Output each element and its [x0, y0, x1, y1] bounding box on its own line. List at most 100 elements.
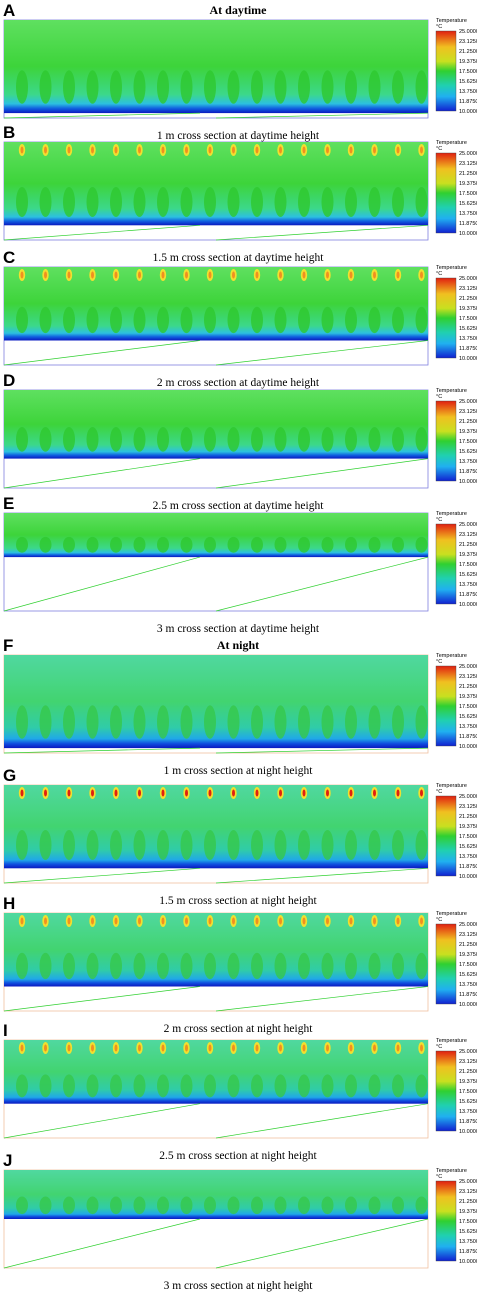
- panel-letter: A: [3, 1, 15, 20]
- diagonal: [3, 112, 201, 119]
- colorbar-tick: 17.5000: [459, 562, 477, 568]
- diagonal: [215, 458, 429, 489]
- contour-plume: [63, 1074, 75, 1098]
- contour-plume: [180, 427, 193, 452]
- diagonal: [3, 340, 201, 366]
- contour-plume: [16, 1074, 28, 1098]
- hot-core: [185, 1044, 188, 1052]
- contour-plume: [345, 705, 357, 739]
- hot-core: [279, 917, 282, 925]
- colorbar-tick: 23.1250: [459, 804, 477, 810]
- contour-plume: [63, 952, 75, 980]
- colorbar-tick: 13.7500: [459, 982, 477, 988]
- contour-plume: [63, 306, 75, 334]
- hot-core: [420, 1044, 423, 1052]
- contour-plume: [321, 427, 334, 452]
- contour-field: [4, 513, 428, 558]
- colorbar-tick: 21.2500: [459, 1199, 477, 1205]
- caption: 2.5 m cross section at daytime height: [153, 500, 325, 512]
- diagonal: [215, 867, 429, 884]
- hot-core: [396, 917, 400, 925]
- colorbar-tick: 11.8750: [459, 864, 477, 870]
- hot-core: [420, 271, 423, 279]
- contour-plume: [392, 186, 404, 217]
- contour-plume: [133, 186, 146, 217]
- caption: 2.5 m cross section at night height: [159, 1150, 317, 1162]
- hot-core: [44, 146, 47, 154]
- contour-plume: [86, 952, 99, 980]
- colorbar-title: Temperature: [436, 388, 467, 394]
- hot-core: [91, 917, 94, 925]
- hot-core: [302, 917, 306, 925]
- hot-core: [255, 917, 259, 925]
- colorbar-tick: 23.1250: [459, 39, 477, 45]
- contour-plume: [345, 1196, 357, 1215]
- colorbar-tick: 23.1250: [459, 1189, 477, 1195]
- contour-plume: [392, 536, 404, 553]
- colorbar-tick: 17.5000: [459, 1089, 477, 1095]
- contour-plume: [86, 427, 99, 452]
- contour-plume: [204, 536, 216, 553]
- contour-plume: [298, 1074, 310, 1098]
- contour-plume: [345, 829, 357, 860]
- hot-core: [44, 789, 47, 797]
- colorbar-title: Temperature: [436, 511, 467, 517]
- contour-plume: [368, 952, 381, 980]
- colorbar-tick: 23.1250: [459, 674, 477, 680]
- colorbar-tick: 23.1250: [459, 286, 477, 292]
- contour-plume: [204, 1196, 216, 1215]
- hot-core: [349, 271, 353, 279]
- colorbar-tick: 25.0000: [459, 1049, 477, 1055]
- contour-plume: [368, 306, 381, 334]
- colorbar-title: Temperature: [436, 911, 467, 917]
- contour-plume: [133, 536, 146, 553]
- contour-plume: [298, 186, 310, 217]
- colorbar-title: Temperature: [436, 653, 467, 659]
- colorbar-tick: 19.3750: [459, 552, 477, 558]
- colorbar-tick: 13.7500: [459, 854, 477, 860]
- contour-plume: [180, 952, 193, 980]
- contour-plume: [368, 1074, 381, 1098]
- colorbar-tick: 21.2500: [459, 49, 477, 55]
- hot-core: [20, 271, 24, 279]
- hot-core: [279, 1044, 282, 1052]
- contour-plume: [274, 70, 287, 104]
- contour-field: [4, 655, 428, 749]
- contour-plume: [368, 70, 381, 104]
- contour-plume: [86, 186, 99, 217]
- hot-core: [44, 917, 47, 925]
- hot-core: [20, 1044, 24, 1052]
- contour-plume: [368, 427, 381, 452]
- contour-plume: [251, 952, 263, 980]
- hot-core: [20, 917, 24, 925]
- contour-plume: [274, 705, 287, 739]
- contour-plume: [274, 1196, 287, 1215]
- hot-core: [279, 789, 282, 797]
- caption: 1.5 m cross section at night height: [159, 895, 317, 907]
- contour-plume: [110, 1196, 122, 1215]
- contour-plume: [415, 1074, 428, 1098]
- contour-plume: [133, 705, 146, 739]
- contour-plume: [321, 1196, 334, 1215]
- panel-heading: At daytime: [210, 3, 268, 17]
- contour-plume: [251, 186, 263, 217]
- colorbar-tick: 23.1250: [459, 932, 477, 938]
- contour-plume: [345, 70, 357, 104]
- contour-plume: [274, 536, 287, 553]
- hot-core: [373, 146, 376, 154]
- contour-plume: [16, 829, 28, 860]
- diagonal: [3, 867, 201, 884]
- colorbar-tick: 19.3750: [459, 181, 477, 187]
- contour-plume: [392, 705, 404, 739]
- contour-plume: [63, 536, 75, 553]
- colorbar-tick: 10.0000: [459, 109, 477, 115]
- colorbar-tick: 25.0000: [459, 399, 477, 405]
- hot-core: [349, 917, 353, 925]
- contour-plume: [86, 705, 99, 739]
- contour-plume: [321, 306, 334, 334]
- hot-core: [161, 789, 165, 797]
- diagonal: [3, 747, 201, 754]
- contour-plume: [110, 536, 122, 553]
- contour-plume: [251, 536, 263, 553]
- contour-plume: [157, 306, 169, 334]
